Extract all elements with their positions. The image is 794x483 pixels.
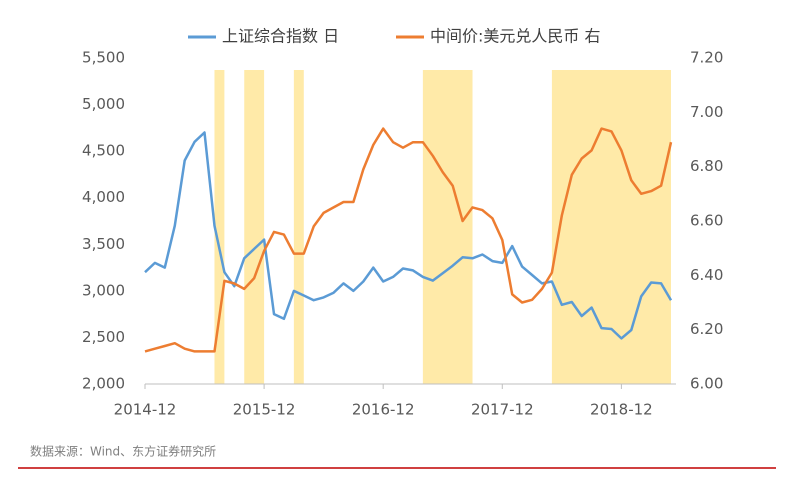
shaded-period: [551, 70, 671, 384]
shaded-period: [293, 70, 304, 384]
y-tick-label: 2,500: [82, 328, 125, 346]
y2-tick-label: 6.80: [690, 157, 723, 175]
y-tick-label: 4,500: [82, 142, 125, 160]
y-tick-label: 3,000: [82, 281, 125, 299]
x-tick-label: 2015-12: [233, 401, 296, 419]
y2-tick-label: 7.20: [690, 49, 723, 67]
shaded-period: [244, 70, 265, 384]
shaded-period: [422, 70, 473, 384]
y2-tick-label: 6.40: [690, 266, 723, 284]
x-tick-label: 2014-12: [114, 401, 177, 419]
legend-label: 中间价:美元兑人民币 右: [430, 27, 600, 46]
y-tick-label: 3,500: [82, 235, 125, 253]
x-tick-label: 2016-12: [352, 401, 415, 419]
y2-tick-label: 6.00: [690, 375, 723, 393]
shaded-period: [214, 70, 225, 384]
series-line: [144, 127, 673, 353]
y-tick-label: 5,500: [82, 49, 125, 67]
y-tick-label: 5,000: [82, 95, 125, 113]
x-tick-label: 2017-12: [471, 401, 534, 419]
legend-label: 上证综合指数 日: [222, 27, 339, 46]
y2-tick-label: 6.20: [690, 320, 723, 338]
y-tick-label: 4,000: [82, 188, 125, 206]
x-tick-label: 2018-12: [590, 401, 653, 419]
y-tick-label: 2,000: [82, 375, 125, 393]
y2-tick-label: 6.60: [690, 212, 723, 230]
y2-tick-label: 7.00: [690, 103, 723, 121]
source-note: 数据来源：Wind、东方证券研究所: [30, 444, 216, 459]
